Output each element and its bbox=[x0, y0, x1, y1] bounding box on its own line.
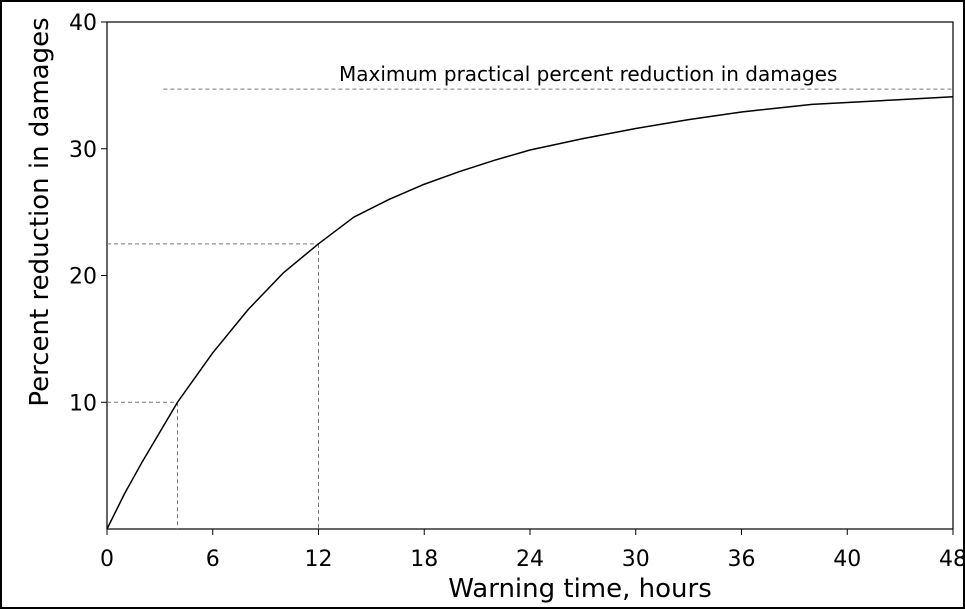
x-tick-label: 36 bbox=[728, 547, 756, 572]
x-tick-label: 6 bbox=[206, 547, 220, 572]
x-axis-title: Warning time, hours bbox=[448, 574, 712, 604]
x-tick-label: 18 bbox=[410, 547, 438, 572]
x-tick-label: 12 bbox=[305, 547, 333, 572]
plot-frame bbox=[106, 21, 954, 530]
x-tick-label: 0 bbox=[100, 547, 114, 572]
y-axis-title: Percent reduction in damages bbox=[25, 17, 55, 406]
y-tick-label: 20 bbox=[69, 265, 97, 290]
y-tick-label: 40 bbox=[69, 11, 97, 36]
y-tick-label: 10 bbox=[69, 391, 97, 416]
x-tick-label: 24 bbox=[516, 547, 544, 572]
y-tick-label: 30 bbox=[69, 138, 97, 163]
x-tick-label: 30 bbox=[622, 547, 650, 572]
x-tick-label: 48 bbox=[939, 547, 965, 572]
annotation: Maximum practical percent reduction in d… bbox=[339, 62, 837, 86]
x-tick-label: 40 bbox=[833, 547, 861, 572]
curve bbox=[106, 96, 954, 530]
